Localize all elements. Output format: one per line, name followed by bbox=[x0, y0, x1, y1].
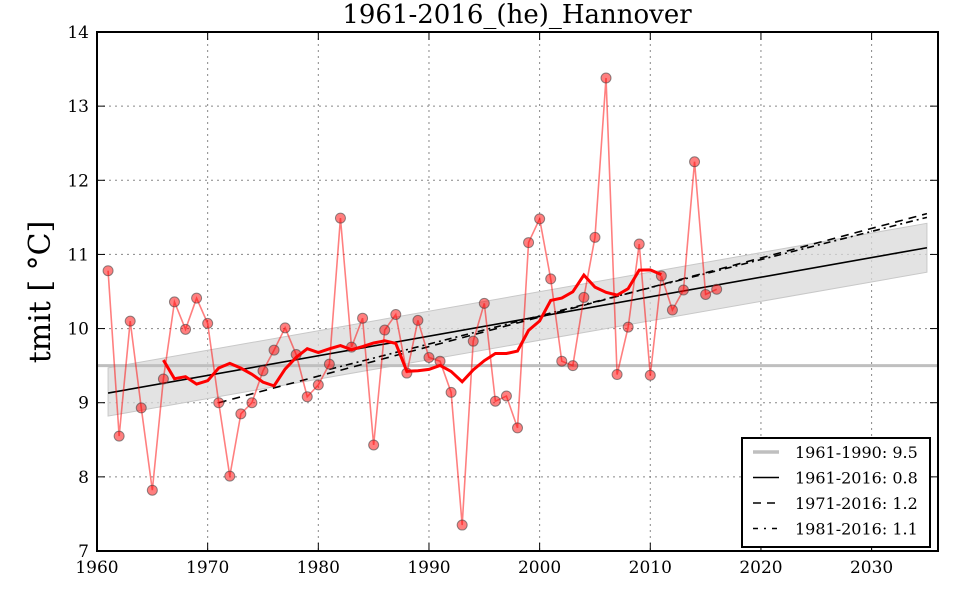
data-point bbox=[600, 72, 612, 84]
data-point bbox=[689, 156, 701, 168]
trend-line-2 bbox=[329, 216, 928, 371]
data-point bbox=[246, 397, 258, 409]
data-point bbox=[412, 314, 424, 326]
x-tick-label: 2000 bbox=[518, 558, 561, 578]
data-point bbox=[279, 322, 291, 334]
x-tick-label: 1970 bbox=[186, 558, 229, 578]
x-tick-label: 2020 bbox=[739, 558, 782, 578]
data-point bbox=[445, 386, 457, 398]
data-point bbox=[113, 430, 125, 442]
data-point bbox=[478, 297, 490, 309]
x-tick-label: 1990 bbox=[407, 558, 450, 578]
y-axis-label: tmit [ °C] bbox=[23, 221, 58, 364]
running-mean bbox=[162, 268, 662, 388]
axis-ticks: 1960 1970 1980 1990 2000 2010 2020 2030 7 8 9 10 11 1… bbox=[67, 23, 938, 578]
x-tick-label: 1980 bbox=[297, 558, 340, 578]
data-point bbox=[456, 519, 468, 531]
y-tick-label: 7 bbox=[78, 542, 89, 562]
legend-label: 1971-2016: 1.2 bbox=[795, 494, 918, 513]
legend-label: 1961-1990: 9.5 bbox=[795, 443, 918, 462]
data-point bbox=[578, 291, 590, 303]
data-point bbox=[589, 231, 601, 243]
data-point bbox=[157, 373, 169, 385]
legend-frame bbox=[741, 437, 931, 548]
data-point bbox=[611, 369, 623, 381]
trend-line-1 bbox=[218, 212, 928, 404]
data-point bbox=[202, 317, 214, 329]
trend-line-0 bbox=[107, 246, 928, 394]
running-mean-line bbox=[162, 268, 662, 388]
y-tick-label: 13 bbox=[67, 97, 89, 117]
data-point bbox=[545, 273, 557, 285]
data-point bbox=[700, 288, 712, 300]
data-point bbox=[257, 365, 269, 377]
data-point bbox=[711, 283, 723, 295]
y-tick-label: 11 bbox=[67, 245, 89, 265]
data-point bbox=[180, 323, 192, 335]
data-point bbox=[334, 212, 346, 224]
data-point bbox=[666, 304, 678, 316]
data-point bbox=[146, 484, 158, 496]
data-point bbox=[235, 408, 247, 420]
x-tick-label: 1960 bbox=[75, 558, 118, 578]
data-point bbox=[534, 213, 546, 225]
data-point bbox=[213, 397, 225, 409]
chart-title: 1961-2016_(he)_Hannover bbox=[342, 0, 692, 30]
data-point bbox=[312, 379, 324, 391]
data-point bbox=[323, 358, 335, 370]
plot-frame bbox=[96, 31, 939, 552]
y-tick-label: 8 bbox=[78, 468, 89, 488]
x-tick-label: 2010 bbox=[629, 558, 672, 578]
data-point bbox=[677, 284, 689, 296]
data-point bbox=[500, 390, 512, 402]
data-point bbox=[191, 292, 203, 304]
data-point bbox=[390, 308, 402, 320]
data-point bbox=[224, 470, 236, 482]
data-point bbox=[467, 335, 479, 347]
data-point bbox=[357, 312, 369, 324]
data-point bbox=[556, 355, 568, 367]
y-tick-label: 10 bbox=[67, 320, 89, 340]
data-point bbox=[489, 395, 501, 407]
y-tick-label: 12 bbox=[67, 171, 89, 191]
data-point bbox=[102, 265, 114, 277]
data-point bbox=[633, 238, 645, 250]
y-tick-label: 14 bbox=[67, 23, 89, 43]
data-point bbox=[124, 315, 136, 327]
data-point bbox=[168, 296, 180, 308]
data-point bbox=[622, 321, 634, 333]
data-point bbox=[644, 369, 656, 381]
annual-series bbox=[102, 72, 723, 531]
data-point bbox=[567, 360, 579, 372]
annual-line bbox=[107, 77, 718, 526]
x-tick-label: 2030 bbox=[850, 558, 893, 578]
y-tick-label: 9 bbox=[78, 394, 89, 414]
data-point bbox=[301, 391, 313, 403]
data-point bbox=[368, 439, 380, 451]
legend-label: 1981-2016: 1.1 bbox=[795, 520, 918, 539]
data-point bbox=[268, 344, 280, 356]
data-point bbox=[379, 324, 391, 336]
data-point bbox=[523, 237, 535, 249]
legend: 1961-1990: 9.5 1961-2016: 0.8 1971-2016: 1… bbox=[741, 437, 931, 548]
data-point bbox=[135, 402, 147, 414]
data-point bbox=[423, 351, 435, 363]
data-point bbox=[512, 422, 523, 434]
legend-label: 1961-2016: 0.8 bbox=[795, 469, 918, 488]
